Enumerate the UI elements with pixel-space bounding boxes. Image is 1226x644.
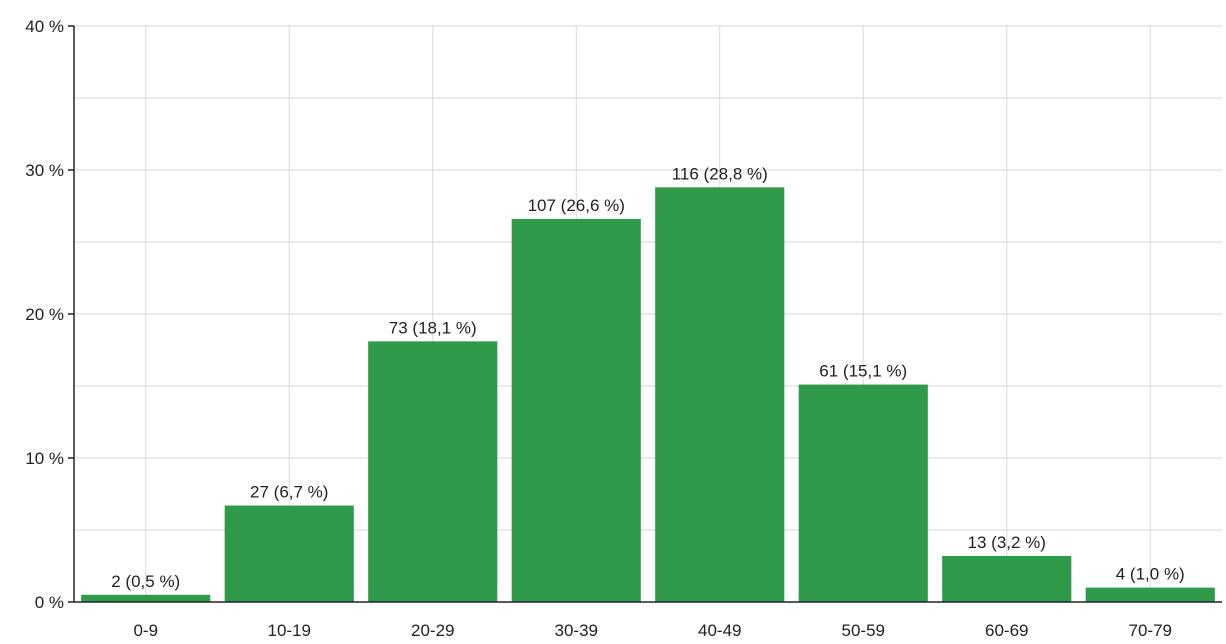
bar-10-19 xyxy=(224,505,354,602)
bar-30-39 xyxy=(511,218,641,602)
label-layer: 2 (0,5 %) 27 (6,7 %) 73 (18,1 %) 107 (26,6 … xyxy=(111,164,1184,591)
bar-70-79 xyxy=(1085,587,1215,602)
y-tick-label: 30 % xyxy=(25,161,64,180)
bar-60-69 xyxy=(942,555,1072,602)
x-tick-label: 70-79 xyxy=(1129,621,1172,640)
data-label-20-29: 73 (18,1 %) xyxy=(389,318,477,337)
axis-layer: 0 % 10 % 20 % 30 % 40 % 0-9 10-19 20-29 30-39 40-… xyxy=(25,17,1222,640)
x-tick-label: 0-9 xyxy=(133,621,158,640)
x-tick-label: 30-39 xyxy=(555,621,598,640)
bar-20-29 xyxy=(368,341,498,602)
data-label-10-19: 27 (6,7 %) xyxy=(250,483,328,502)
bar-layer xyxy=(81,187,1215,602)
bar-40-49 xyxy=(655,187,785,602)
x-tick-label: 40-49 xyxy=(698,621,741,640)
data-label-50-59: 61 (15,1 %) xyxy=(819,362,907,381)
y-tick-label: 40 % xyxy=(25,17,64,36)
y-tick-label: 0 % xyxy=(35,593,64,612)
x-tick-label: 10-19 xyxy=(268,621,311,640)
x-tick-label: 20-29 xyxy=(411,621,454,640)
y-tick-label: 10 % xyxy=(25,449,64,468)
data-label-60-69: 13 (3,2 %) xyxy=(968,533,1046,552)
x-tick-label: 60-69 xyxy=(985,621,1028,640)
y-tick-label: 20 % xyxy=(25,305,64,324)
bar-0-9 xyxy=(81,594,211,602)
bar-50-59 xyxy=(798,384,928,602)
data-label-0-9: 2 (0,5 %) xyxy=(111,572,180,591)
x-tick-label: 50-59 xyxy=(842,621,885,640)
data-label-40-49: 116 (28,8 %) xyxy=(672,164,768,183)
data-label-30-39: 107 (26,6 %) xyxy=(528,196,625,215)
data-label-70-79: 4 (1,0 %) xyxy=(1116,565,1185,584)
